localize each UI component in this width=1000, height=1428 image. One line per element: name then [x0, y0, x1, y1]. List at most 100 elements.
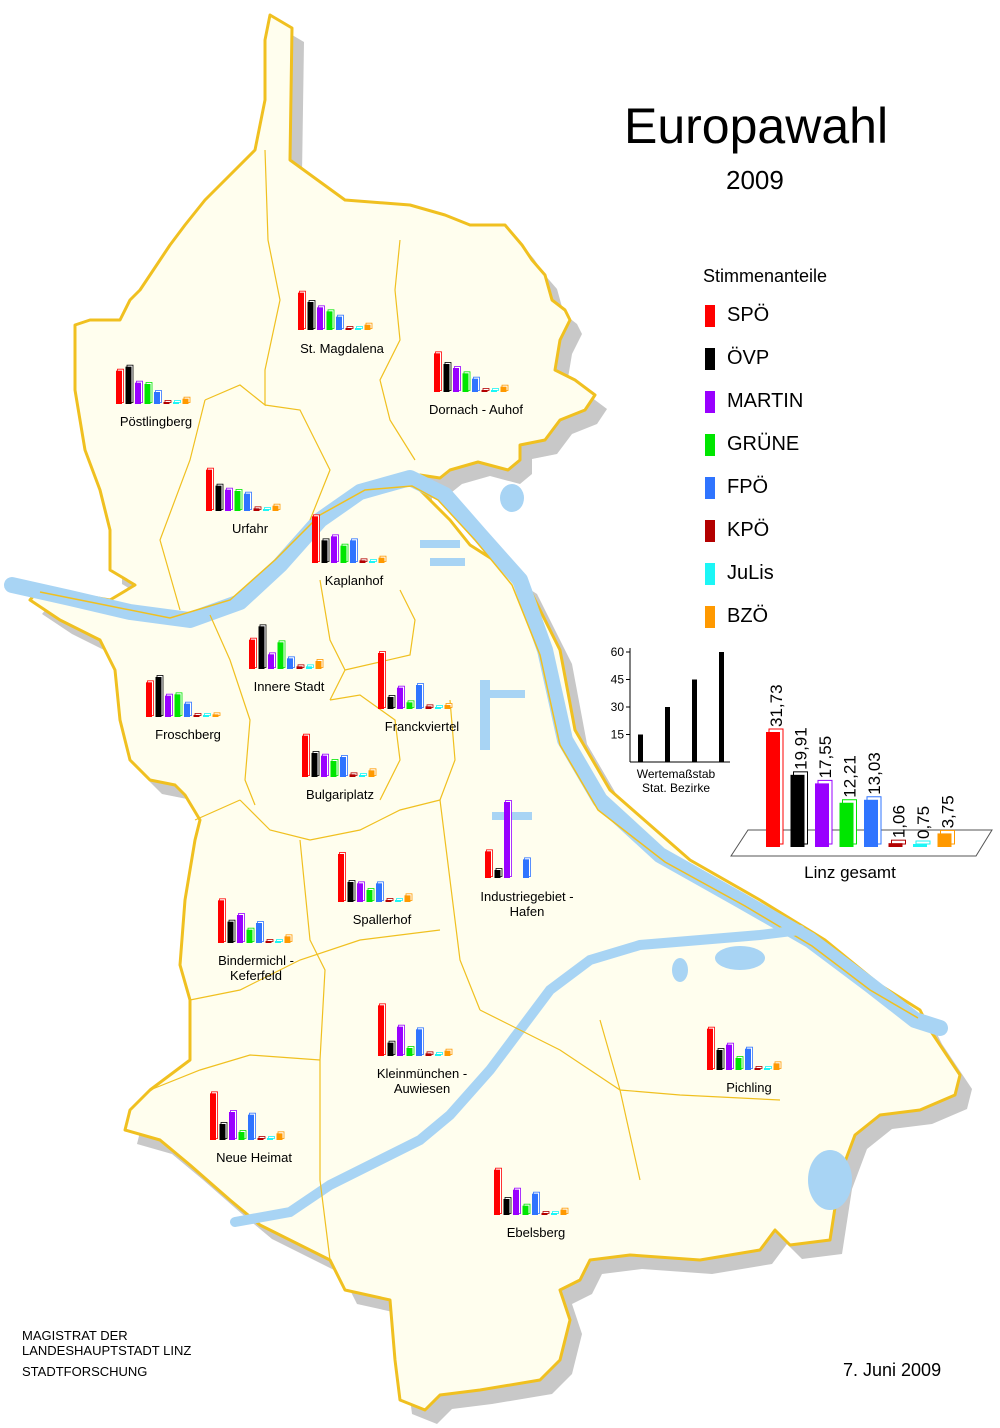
district-chart-bindermichl-keferfeld: Bindermichl -Keferfeld	[218, 898, 294, 983]
footer-line-1: MAGISTRAT DER	[22, 1328, 128, 1343]
district-bar-sp	[302, 735, 308, 777]
district-label: Innere Stadt	[254, 679, 325, 694]
map-year: 2009	[726, 165, 784, 195]
district-bar-vp	[716, 1050, 723, 1070]
district-label: Bindermichl -	[218, 953, 294, 968]
district-bar-kp	[425, 1053, 432, 1056]
legend-label-kpoe: KPÖ	[727, 519, 770, 541]
district-label: Bulgariplatz	[306, 787, 374, 802]
district-bar-sp	[707, 1028, 713, 1070]
district-bar-sp	[249, 639, 255, 669]
district-bar-bz	[378, 557, 385, 563]
legend-label-spoe: SPÖ	[727, 304, 770, 326]
overall-value-label: 17,55	[816, 736, 835, 779]
district-boundaries	[149, 149, 781, 1261]
district-chart-ebelsberg: Ebelsberg	[494, 1167, 569, 1240]
district-bar-martin	[331, 536, 337, 563]
district-bar-julis	[491, 390, 497, 392]
district-chart-froschberg: Froschberg	[146, 675, 221, 742]
district-bar-fp	[532, 1193, 538, 1215]
district-bar-sp	[485, 851, 491, 878]
overall-value-label: 12,21	[841, 755, 860, 798]
district-bar-sp	[434, 353, 440, 392]
district-bar-bz	[444, 1050, 451, 1056]
district-bar-kp	[345, 328, 352, 330]
district-bar-sp	[210, 1093, 216, 1140]
district-bar-fp	[256, 923, 262, 943]
scale-bar	[719, 652, 724, 762]
overall-value-label: 31,73	[767, 684, 786, 727]
district-bar-sp	[298, 292, 304, 330]
district-bar-julis	[551, 1213, 557, 1215]
district-bar-gr-ne	[462, 373, 469, 392]
district-bar-kp	[359, 560, 366, 563]
district-bar-fp	[287, 658, 293, 669]
district-chart-st-magdalena: St. Magdalena	[298, 290, 385, 356]
district-bar-gr-ne	[174, 694, 181, 717]
district-bar-martin	[357, 883, 363, 902]
district-bar-vp	[311, 753, 318, 777]
district-label: Franckviertel	[385, 719, 460, 734]
district-bar-fp	[523, 859, 529, 878]
district-bar-bz	[276, 1133, 283, 1140]
district-bar-julis	[435, 1054, 441, 1056]
district-bar-martin	[726, 1044, 732, 1070]
district-bar-martin	[397, 1026, 403, 1056]
district-label: Kleinmünchen -	[377, 1066, 467, 1081]
district-bar-fp	[336, 316, 342, 330]
scale-bar	[692, 679, 697, 762]
district-bar-fp	[472, 378, 478, 392]
district-bar-fp	[350, 540, 356, 563]
footer-line-3: STADTFORSCHUNG	[22, 1364, 148, 1379]
district-bar-vp	[503, 1199, 510, 1215]
district-bar-vp	[125, 366, 132, 404]
district-bar-sp	[312, 516, 318, 563]
legend-label-gruene: GRÜNE	[727, 433, 800, 455]
district-bar-sp	[378, 653, 384, 709]
district-bar-bz	[212, 714, 219, 717]
district-label: Industriegebiet -	[480, 889, 573, 904]
district-bar-julis	[306, 666, 312, 669]
district-label: Pichling	[726, 1080, 772, 1095]
district-charts: St. Magdalena Dornach - Auhof Pöstlingberg…	[116, 290, 782, 1240]
district-bar-kp	[385, 900, 392, 902]
overall-bar-vp	[790, 774, 805, 847]
district-label: Dornach - Auhof	[429, 402, 523, 417]
district-bar-bz	[284, 936, 291, 943]
overall-bar-julis	[913, 844, 927, 847]
overall-value-label: 19,91	[792, 727, 811, 770]
district-chart-franckviertel: Franckviertel	[378, 651, 460, 734]
district-bar-vp	[321, 540, 328, 563]
district-bar-bz	[404, 895, 411, 902]
district-chart-neue-heimat: Neue Heimat	[210, 1091, 292, 1165]
district-bar-gr-ne	[144, 384, 151, 404]
district-bar-kp	[257, 1138, 264, 1140]
district-bar-vp	[347, 882, 354, 902]
district-bar-kp	[193, 715, 200, 717]
district-bar-kp	[481, 390, 488, 392]
overall-chart-title: Linz gesamt	[804, 863, 896, 882]
district-label: Hafen	[510, 904, 545, 919]
legend-title: Stimmenanteile	[703, 266, 828, 286]
district-chart-spallerhof: Spallerhof	[338, 852, 413, 927]
scale-label-line-2: Stat. Bezirke	[642, 781, 710, 795]
overall-bar-bz	[937, 833, 952, 847]
district-bar-gr-ne	[406, 1048, 413, 1056]
district-label: Auwiesen	[394, 1081, 450, 1096]
overall-bar-fp	[864, 799, 878, 847]
district-bar-gr-ne	[326, 311, 333, 330]
district-bar-bz	[364, 324, 371, 330]
district-bar-fp	[745, 1048, 751, 1070]
district-bar-gr-ne	[406, 702, 413, 709]
district-bar-bz	[560, 1209, 567, 1215]
district-bar-julis	[203, 715, 209, 717]
district-label: Spallerhof	[353, 912, 412, 927]
overall-value-label: 0,75	[914, 806, 933, 839]
legend-label-fpoe: FPÖ	[727, 476, 769, 498]
district-bar-julis	[275, 941, 281, 943]
district-bar-julis	[369, 561, 375, 563]
district-bar-martin	[321, 755, 327, 777]
district-bar-julis	[267, 1138, 273, 1140]
district-bar-vp	[215, 485, 222, 511]
district-bar-martin	[165, 695, 171, 717]
